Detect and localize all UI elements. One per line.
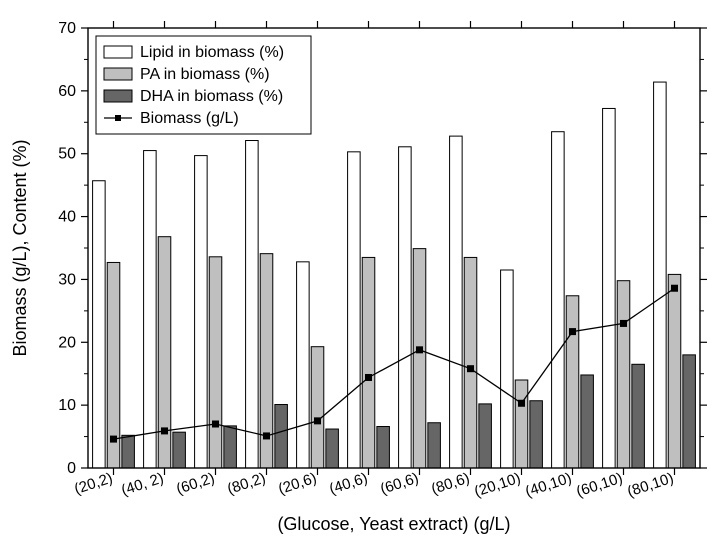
bar (603, 108, 616, 468)
x-tick-label: (40,10) (523, 470, 573, 501)
bar (224, 426, 237, 468)
y-tick-label: 60 (58, 83, 76, 100)
bar (413, 249, 426, 468)
bar (195, 156, 208, 468)
line-marker (519, 400, 525, 406)
x-tick-label: (40,6) (327, 470, 370, 498)
bar (275, 405, 288, 468)
bar (362, 257, 375, 468)
x-tick-label: (20,2) (72, 470, 115, 498)
x-tick-label: (60,2) (174, 470, 217, 498)
legend-label: PA in biomass (%) (140, 66, 270, 83)
bar (450, 136, 463, 468)
bar (144, 151, 157, 468)
bar (552, 132, 565, 468)
bar (501, 270, 514, 468)
legend-label: DHA in biomass (%) (140, 88, 283, 105)
bar (530, 401, 543, 468)
x-axis-label: (Glucose, Yeast extract) (g/L) (277, 514, 510, 534)
line-marker (366, 374, 372, 380)
x-tick-label: (80,6) (429, 470, 472, 498)
x-tick-label: (80,2) (225, 470, 268, 498)
legend-swatch (104, 46, 132, 58)
y-tick-label: 50 (58, 146, 76, 163)
y-tick-label: 20 (58, 334, 76, 351)
bar (377, 427, 390, 468)
line-marker (213, 421, 219, 427)
chart-svg: 0 10 20 30 40 50 60 70 (20,2)(40, 2) (60,2) (80,2)… (0, 0, 725, 560)
bar (654, 82, 667, 468)
y-tick-label: 10 (58, 397, 76, 414)
chart-container: 0 10 20 30 40 50 60 70 (20,2)(40, 2) (60,2) (80,2)… (0, 0, 725, 560)
x-tick-label: (20,6) (276, 470, 319, 498)
bar (581, 375, 594, 468)
bar (464, 257, 477, 468)
bar (348, 152, 361, 468)
bar (297, 262, 310, 468)
bar (311, 347, 324, 468)
line-marker (162, 428, 168, 434)
y-tick-label: 30 (58, 271, 76, 288)
x-tick-label: (60,6) (378, 470, 421, 498)
line-marker (570, 329, 576, 335)
bar (428, 423, 441, 468)
bar (326, 429, 339, 468)
bar (246, 141, 259, 468)
x-tick-label: (40, 2) (119, 470, 165, 500)
line-marker (111, 436, 117, 442)
legend-label: Lipid in biomass (%) (140, 44, 284, 61)
x-tick-label: (80,10) (625, 470, 675, 501)
bar (122, 435, 135, 468)
bar (668, 274, 681, 468)
bar (683, 355, 696, 468)
line-marker (264, 433, 270, 439)
line-marker (468, 366, 474, 372)
legend-marker (115, 115, 121, 121)
legend-swatch (104, 68, 132, 80)
bar (209, 257, 222, 468)
y-tick-label: 0 (67, 460, 76, 477)
bar (632, 364, 645, 468)
y-tick-label: 70 (58, 20, 76, 37)
bar (399, 147, 412, 468)
y-axis-label: Biomass (g/L), Content (%) (10, 139, 30, 356)
line-marker (417, 347, 423, 353)
bar (515, 380, 528, 468)
bar (566, 296, 579, 468)
bar (617, 281, 630, 468)
line-marker (315, 418, 321, 424)
line-marker (621, 320, 627, 326)
legend-label: Biomass (g/L) (140, 110, 239, 127)
bar (479, 404, 492, 468)
legend-swatch (104, 90, 132, 102)
x-tick-label: (60,10) (574, 470, 624, 501)
y-tick-label: 40 (58, 209, 76, 226)
line-marker (672, 285, 678, 291)
x-tick-label: (20,10) (472, 470, 522, 501)
bar (93, 181, 106, 468)
bar (173, 432, 186, 468)
